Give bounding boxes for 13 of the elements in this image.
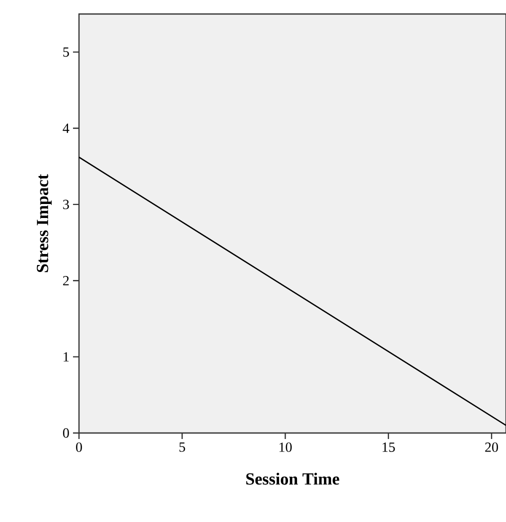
y-tick-label: 4	[62, 124, 70, 133]
y-tick-label: 2	[63, 276, 69, 286]
x-tick-label: 0	[76, 442, 82, 452]
x-tick-label: 5	[179, 442, 186, 452]
y-tick-label: 0	[63, 428, 69, 438]
x-tick-label: 10	[280, 442, 292, 452]
y-tick-label: 3	[63, 200, 69, 210]
x-axis-title: Session Time	[246, 472, 340, 485]
x-tick-label: 15	[382, 442, 395, 452]
y-axis-title: Stress Impact	[36, 174, 52, 272]
x-tick-label: 20	[485, 442, 498, 452]
y-tick-label: 5	[63, 47, 69, 57]
y-tick-label: 1	[64, 352, 69, 362]
